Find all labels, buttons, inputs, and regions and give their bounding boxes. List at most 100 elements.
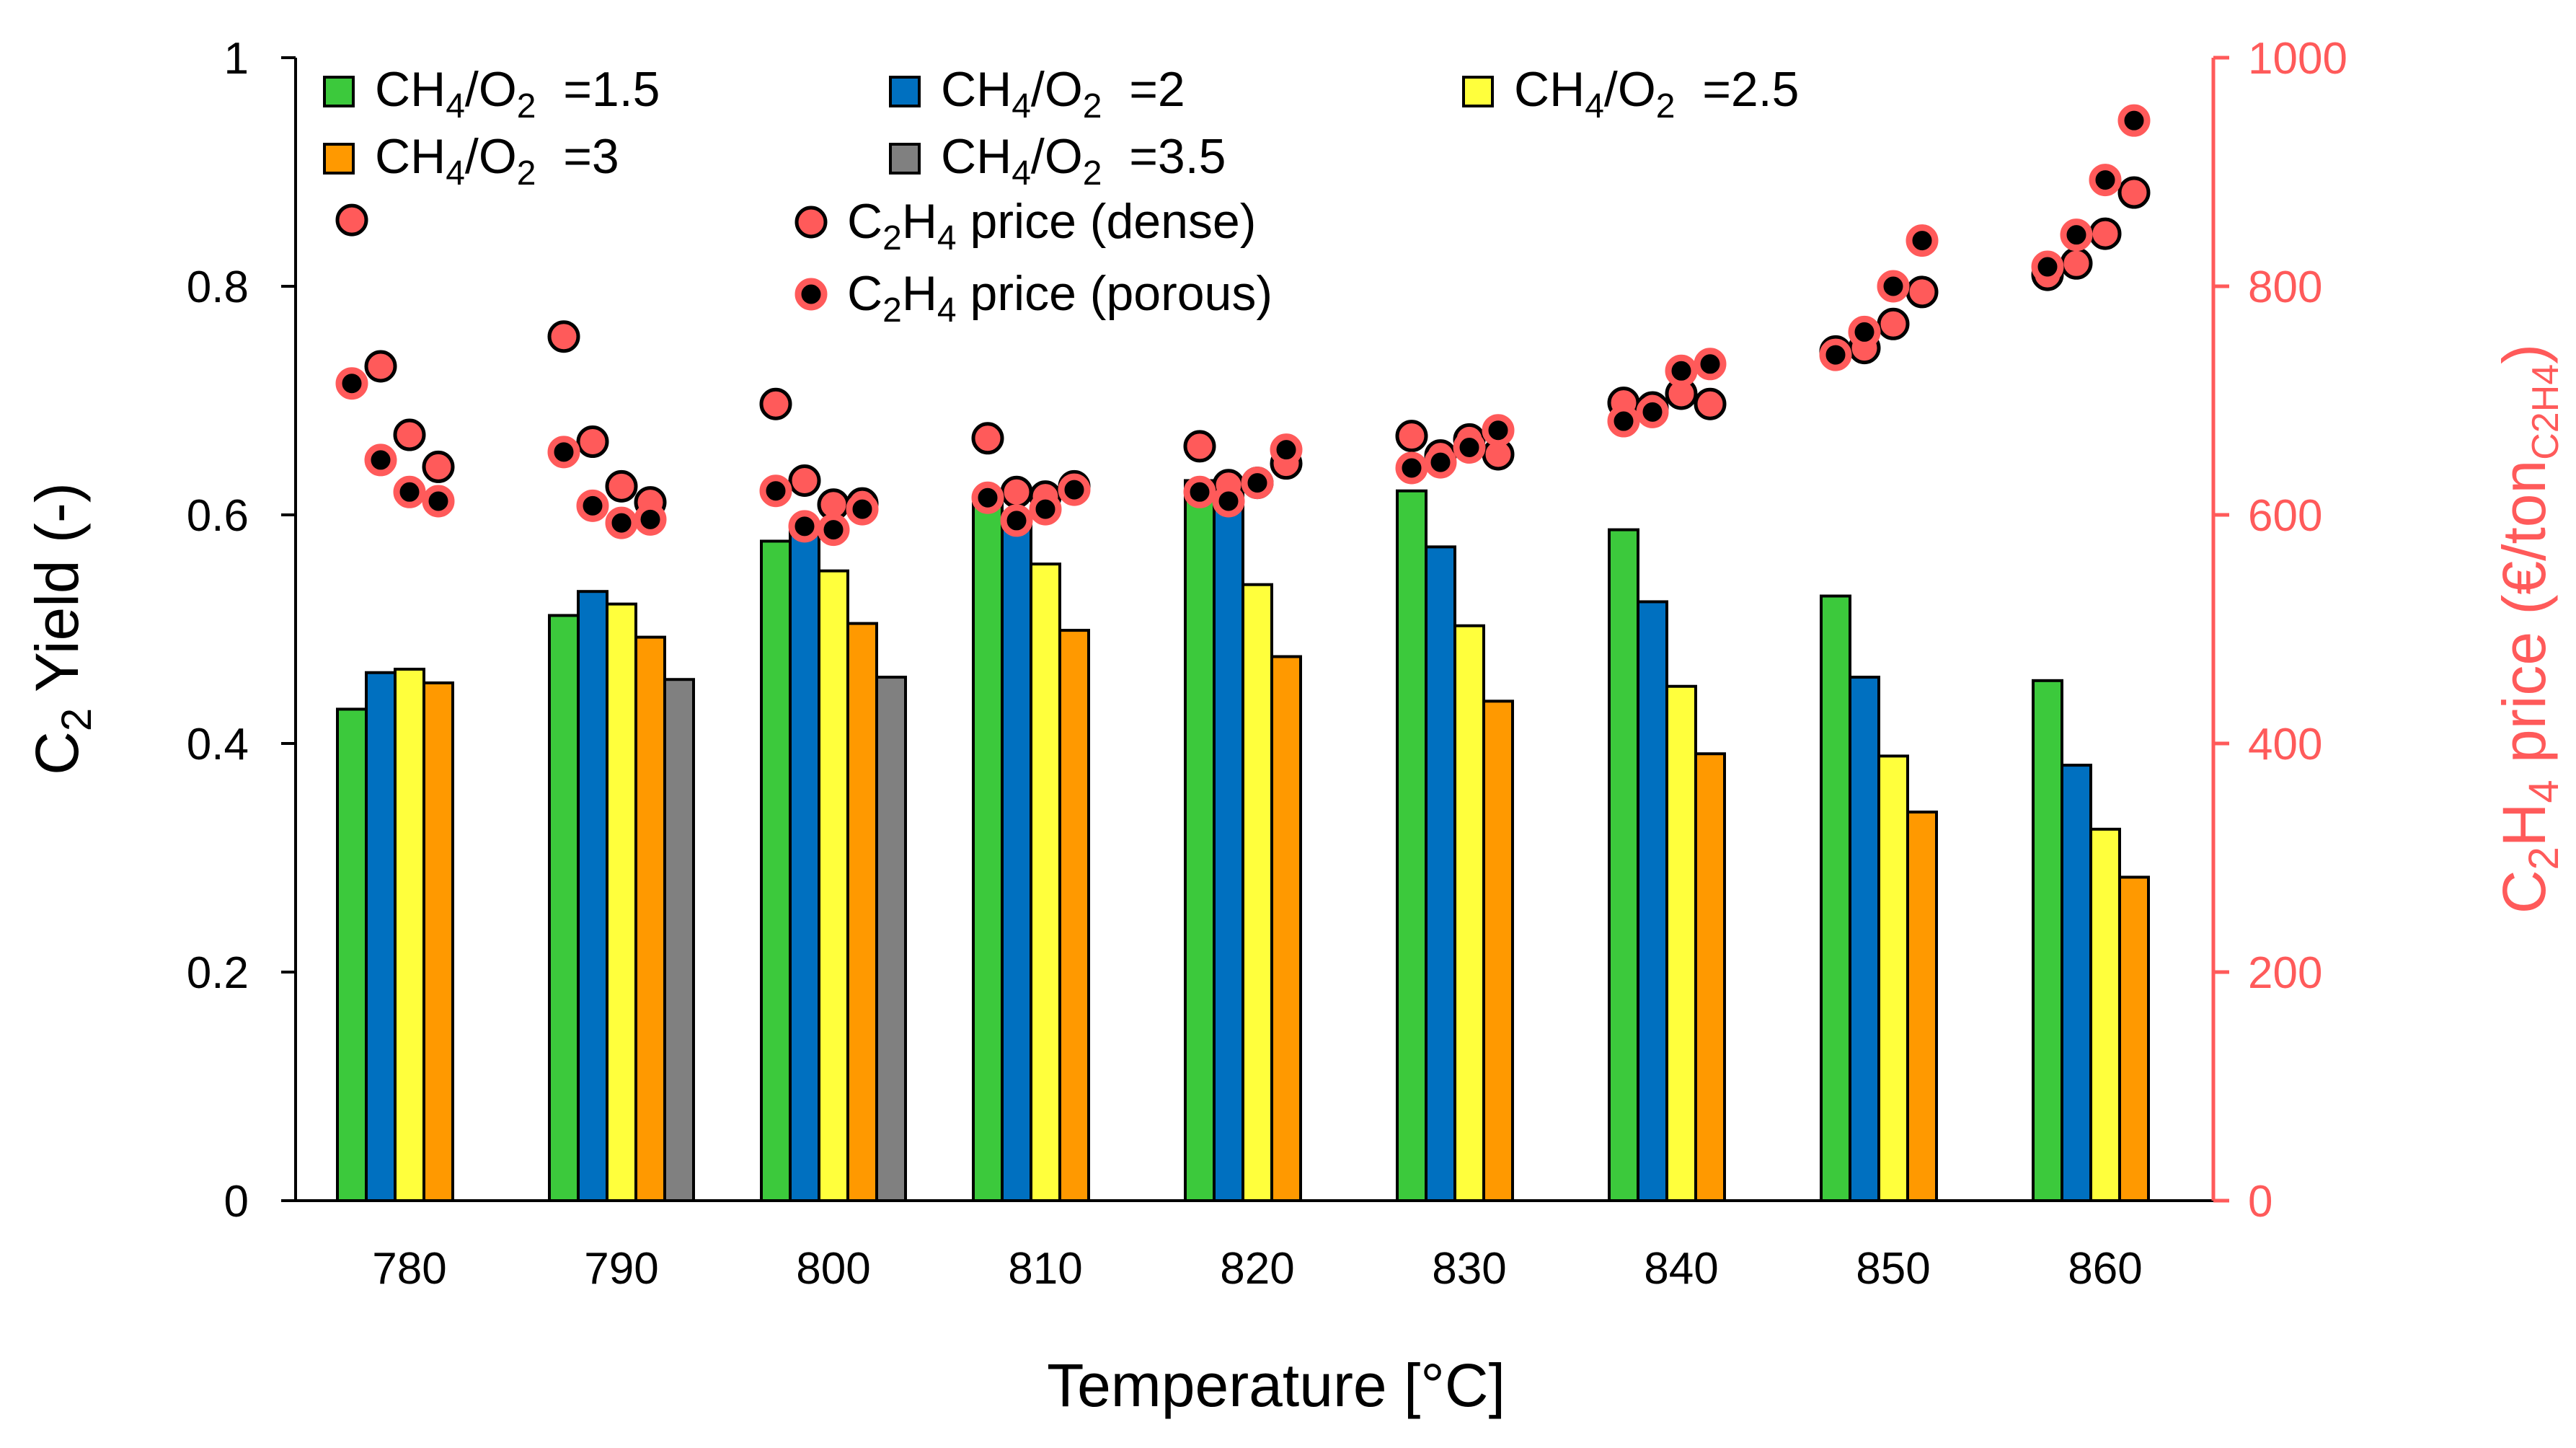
bar-830-series-2 bbox=[1425, 545, 1456, 1202]
bar-800-series-2 bbox=[789, 527, 820, 1202]
price-dense-point-820-1 bbox=[1183, 430, 1216, 463]
bar-780-series-4 bbox=[422, 681, 454, 1202]
price-dense-point-860-2 bbox=[2060, 247, 2093, 280]
right-tick-label: 0 bbox=[2248, 1177, 2272, 1227]
bar-800-series-3 bbox=[818, 569, 849, 1202]
x-tick-label: 810 bbox=[1008, 1244, 1082, 1294]
price-porous-point-780-3 bbox=[393, 475, 426, 508]
legend-label-series-4: CH4/O2 =3 bbox=[375, 129, 619, 193]
legend-label-dense: C2H4 price (dense) bbox=[847, 194, 1256, 257]
price-porous-point-840-3 bbox=[1665, 354, 1698, 387]
x-tick-label: 860 bbox=[2068, 1244, 2142, 1294]
price-dense-point-780-3 bbox=[393, 418, 426, 451]
bar-800-series-1 bbox=[760, 539, 792, 1202]
left-tick-label: 0.4 bbox=[187, 720, 249, 769]
x-tick-label: 790 bbox=[584, 1244, 658, 1294]
price-porous-point-860-3 bbox=[2089, 164, 2122, 197]
price-porous-point-850-3 bbox=[1877, 270, 1910, 303]
bar-790-series-4 bbox=[634, 635, 666, 1202]
price-dense-point-780-1 bbox=[335, 203, 368, 237]
price-porous-point-790-4 bbox=[634, 503, 667, 536]
price-dense-point-780-4 bbox=[422, 450, 455, 483]
price-porous-point-780-1 bbox=[335, 367, 368, 400]
right-tick-label: 400 bbox=[2248, 720, 2322, 769]
y2-axis-label: C2H4 price (€/tonC2H4) bbox=[2490, 344, 2567, 914]
bar-780-series-3 bbox=[394, 667, 425, 1202]
price-porous-point-820-2 bbox=[1212, 485, 1245, 518]
bar-790-series-5 bbox=[663, 678, 695, 1202]
price-porous-point-840-1 bbox=[1607, 405, 1640, 438]
bar-840-series-1 bbox=[1608, 528, 1639, 1202]
price-dense-point-810-2 bbox=[1000, 475, 1033, 508]
price-porous-point-790-2 bbox=[576, 489, 609, 522]
left-tick-label: 1 bbox=[224, 34, 249, 84]
legend-swatch-series-1 bbox=[323, 76, 355, 107]
price-porous-point-830-2 bbox=[1424, 446, 1457, 479]
price-porous-point-810-2 bbox=[1000, 504, 1033, 537]
bar-860-series-3 bbox=[2089, 827, 2121, 1202]
y-axis-label: C2 Yield (-) bbox=[23, 482, 100, 775]
legend-swatch-series-2 bbox=[889, 76, 921, 107]
price-porous-point-860-1 bbox=[2031, 250, 2064, 283]
bar-820-series-4 bbox=[1270, 655, 1302, 1202]
legend-swatch-series-3 bbox=[1462, 76, 1494, 107]
bar-860-series-2 bbox=[2061, 764, 2092, 1202]
price-dense-point-810-1 bbox=[971, 422, 1004, 455]
price-dense-point-850-3 bbox=[1877, 307, 1910, 340]
price-porous-point-850-1 bbox=[1819, 338, 1852, 371]
bar-800-series-5 bbox=[875, 676, 907, 1202]
price-dense-point-790-3 bbox=[605, 469, 638, 503]
bar-780-series-1 bbox=[336, 707, 368, 1202]
right-tick-label: 1000 bbox=[2248, 34, 2347, 84]
right-ticks: 0 200 400 600 800 1000 bbox=[2213, 34, 2347, 1227]
bar-810-series-3 bbox=[1030, 562, 1061, 1202]
bar-820-series-3 bbox=[1241, 583, 1273, 1202]
legend-marker-dense bbox=[795, 206, 828, 239]
legend-marker-porous bbox=[795, 278, 828, 311]
price-porous-point-800-1 bbox=[759, 474, 792, 508]
bar-840-series-4 bbox=[1694, 752, 1726, 1202]
left-tick-label: 0.2 bbox=[187, 948, 249, 998]
bar-850-series-2 bbox=[1849, 676, 1880, 1202]
price-dense-point-850-4 bbox=[1906, 275, 1939, 309]
price-porous-point-840-2 bbox=[1636, 395, 1669, 428]
left-tick-label: 0.8 bbox=[187, 262, 249, 312]
price-porous-point-860-2 bbox=[2060, 218, 2093, 252]
price-porous-point-810-3 bbox=[1029, 493, 1062, 526]
x-tick-label: 820 bbox=[1220, 1244, 1294, 1294]
price-porous-point-820-1 bbox=[1183, 475, 1216, 508]
price-porous-point-790-1 bbox=[547, 436, 580, 469]
x-axis-label: Temperature [°C] bbox=[1047, 1351, 1505, 1419]
bar-830-series-3 bbox=[1453, 624, 1485, 1202]
bar-850-series-3 bbox=[1877, 754, 1909, 1203]
price-dense-point-860-3 bbox=[2089, 217, 2122, 250]
bar-810-series-2 bbox=[1001, 513, 1032, 1202]
left-tick-label: 0 bbox=[224, 1177, 249, 1227]
legend-label-series-2: CH4/O2 =2 bbox=[941, 62, 1185, 125]
price-porous-point-780-2 bbox=[364, 443, 397, 477]
bar-790-series-1 bbox=[548, 614, 580, 1202]
points-layer bbox=[335, 104, 2151, 547]
bar-860-series-1 bbox=[2032, 679, 2063, 1202]
price-dense-point-780-2 bbox=[364, 350, 397, 383]
x-tick-label: 840 bbox=[1644, 1244, 1718, 1294]
bar-790-series-3 bbox=[606, 602, 637, 1202]
price-dense-point-860-4 bbox=[2117, 176, 2151, 209]
x-tick-label: 830 bbox=[1432, 1244, 1506, 1294]
legend-label-series-3: CH4/O2 =2.5 bbox=[1514, 62, 1799, 125]
bar-790-series-2 bbox=[577, 590, 608, 1202]
price-dense-point-840-4 bbox=[1694, 387, 1727, 420]
legend-swatch-series-5 bbox=[889, 143, 921, 175]
bars-layer bbox=[336, 479, 2150, 1203]
right-tick-label: 800 bbox=[2248, 262, 2322, 312]
bar-860-series-4 bbox=[2118, 875, 2150, 1202]
bar-840-series-3 bbox=[1665, 684, 1697, 1202]
price-porous-point-800-3 bbox=[817, 513, 850, 547]
x-ticks: 780 790 800 810 820 830 840 850 860 bbox=[372, 1244, 2142, 1294]
x-tick-label: 850 bbox=[1856, 1244, 1930, 1294]
bar-840-series-2 bbox=[1637, 600, 1668, 1202]
price-dense-point-790-2 bbox=[576, 425, 609, 459]
x-tick-label: 780 bbox=[372, 1244, 446, 1294]
bar-810-series-4 bbox=[1058, 629, 1090, 1202]
legend-label-series-5: CH4/O2 =3.5 bbox=[941, 129, 1226, 193]
